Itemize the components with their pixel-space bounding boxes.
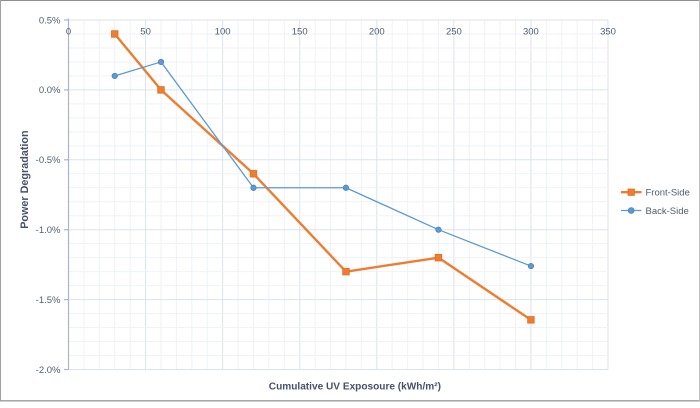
svg-text:50: 50 (140, 27, 151, 38)
svg-text:Power Degradation: Power Degradation (19, 130, 31, 228)
svg-text:-1.0%: -1.0% (36, 225, 61, 236)
svg-text:-2.0%: -2.0% (36, 365, 61, 376)
svg-text:-0.5%: -0.5% (36, 155, 61, 166)
svg-text:0: 0 (66, 27, 71, 38)
svg-text:350: 350 (600, 27, 616, 38)
svg-text:100: 100 (215, 27, 231, 38)
svg-text:250: 250 (446, 27, 462, 38)
svg-text:Back-Side: Back-Side (646, 206, 689, 217)
svg-text:Cumulative UV Exposoure (kWh/m: Cumulative UV Exposoure (kWh/m²) (269, 381, 441, 392)
svg-text:200: 200 (369, 27, 385, 38)
svg-text:300: 300 (523, 27, 539, 38)
svg-text:150: 150 (292, 27, 308, 38)
svg-text:-1.5%: -1.5% (36, 295, 61, 306)
svg-text:Front-Side: Front-Side (646, 188, 690, 199)
svg-text:0.0%: 0.0% (39, 85, 61, 96)
svg-text:0.5%: 0.5% (39, 15, 61, 26)
